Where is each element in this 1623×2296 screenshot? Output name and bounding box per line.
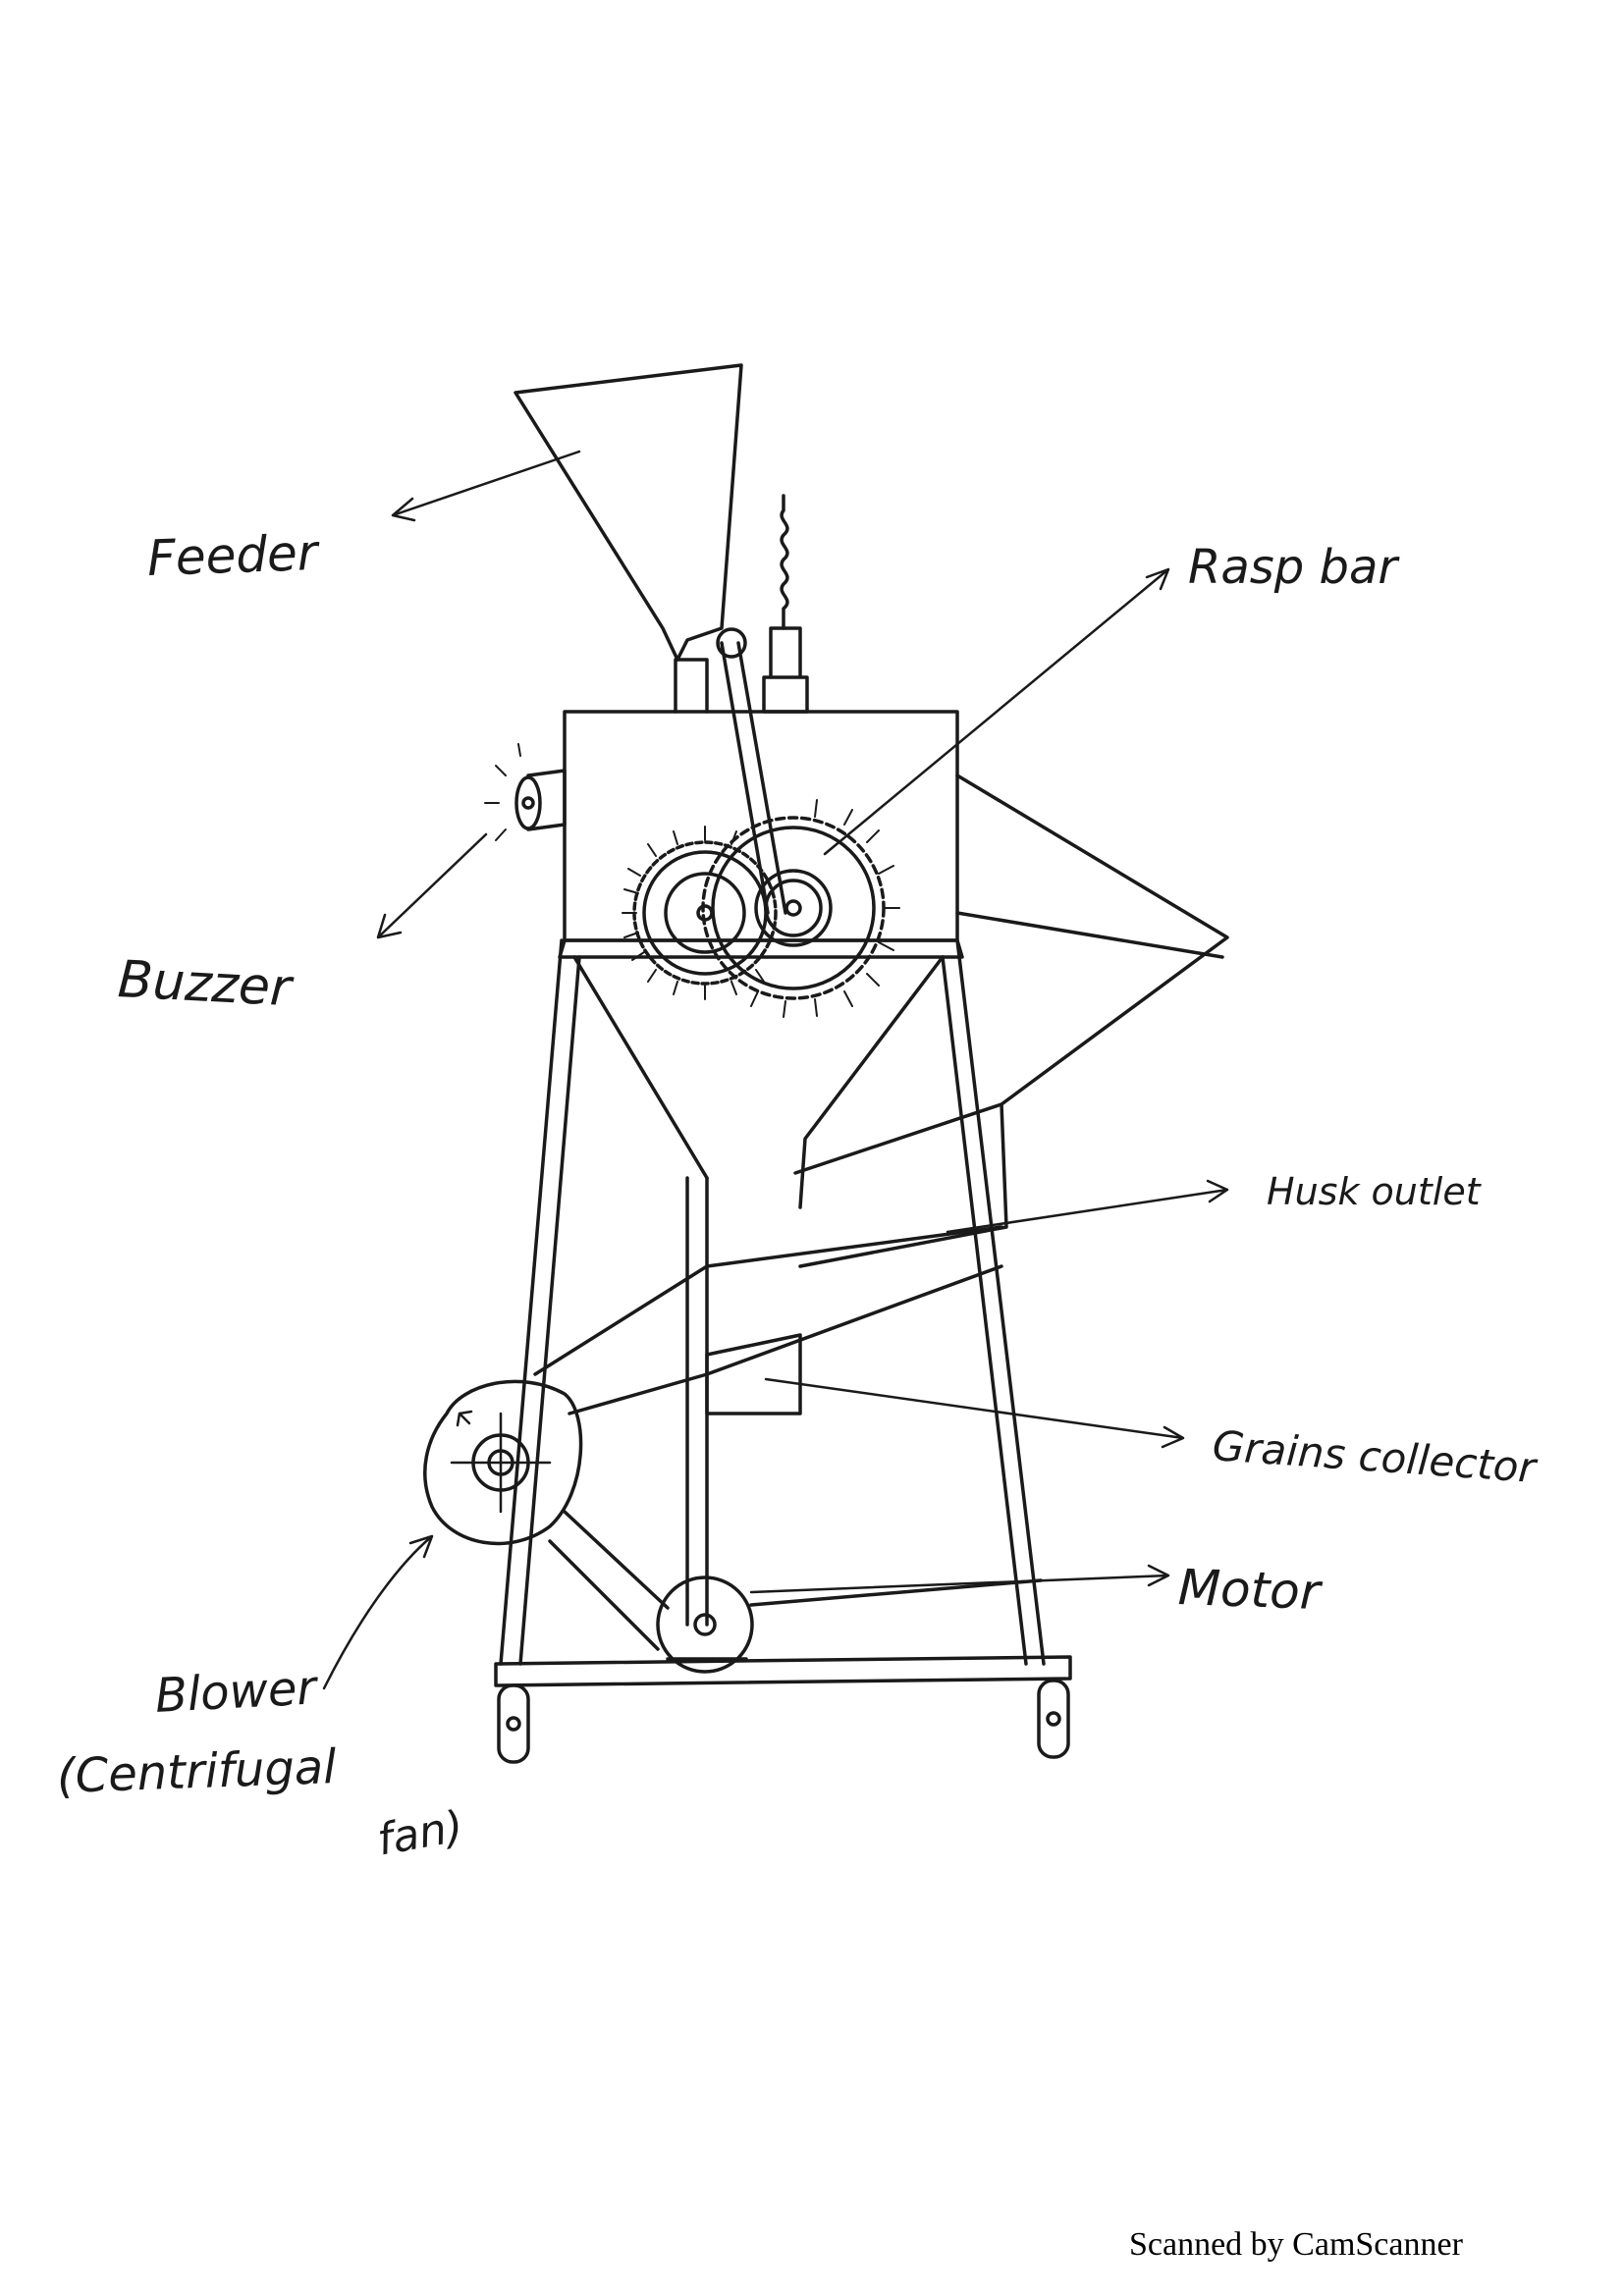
buzzer-leader-arrow (376, 832, 488, 939)
lower-funnel (572, 955, 945, 1209)
feeder-leader-arrow (391, 450, 581, 522)
motor-unit (656, 1575, 754, 1674)
blower-label-line1: Blower (153, 1660, 318, 1724)
drum-housing (563, 710, 959, 942)
scanner-watermark: Scanned by CamScanner (1129, 2226, 1463, 2263)
husk-outlet-label: Husk outlet (1267, 1170, 1481, 1213)
rasp-bar-label: Rasp bar (1188, 540, 1398, 595)
spring (780, 494, 789, 630)
frame-right-leg (941, 938, 1046, 1666)
husk-outlet-support (955, 774, 1229, 1106)
buzzer-label: Buzzer (116, 950, 293, 1019)
feeder-neck (674, 658, 709, 714)
blower-label-line2: (Centrifugal (56, 1739, 338, 1804)
motor-label: Motor (1176, 1559, 1322, 1622)
grains-collector (705, 1333, 802, 1415)
blower-fan (423, 1379, 583, 1546)
motor-leader-arrow (749, 1564, 1170, 1594)
rasp-bar-leader-arrow (823, 567, 1170, 856)
blower-duct (533, 1225, 1003, 1415)
motor-belt (548, 1510, 1043, 1651)
feeder-label: Feeder (145, 523, 319, 587)
left-rasp-drum (622, 826, 778, 1000)
right-wheel (1037, 1679, 1070, 1759)
feeder-hopper (514, 363, 743, 662)
bearing-block (762, 626, 809, 714)
right-rasp-drum (701, 799, 900, 1018)
husk-outlet-leader-arrow (946, 1179, 1229, 1234)
grains-collector-leader-arrow (764, 1377, 1185, 1449)
blower-leader-arrow (322, 1534, 434, 1690)
frame-left-leg (499, 938, 581, 1666)
buzzer-unit (484, 743, 567, 841)
husk-outlet-chute (793, 1102, 1008, 1268)
drive-rod (720, 641, 787, 915)
drive-pulley (716, 627, 747, 659)
frame-center-post (685, 1176, 709, 1627)
left-wheel (497, 1683, 530, 1764)
frame-base (494, 1655, 1072, 1687)
